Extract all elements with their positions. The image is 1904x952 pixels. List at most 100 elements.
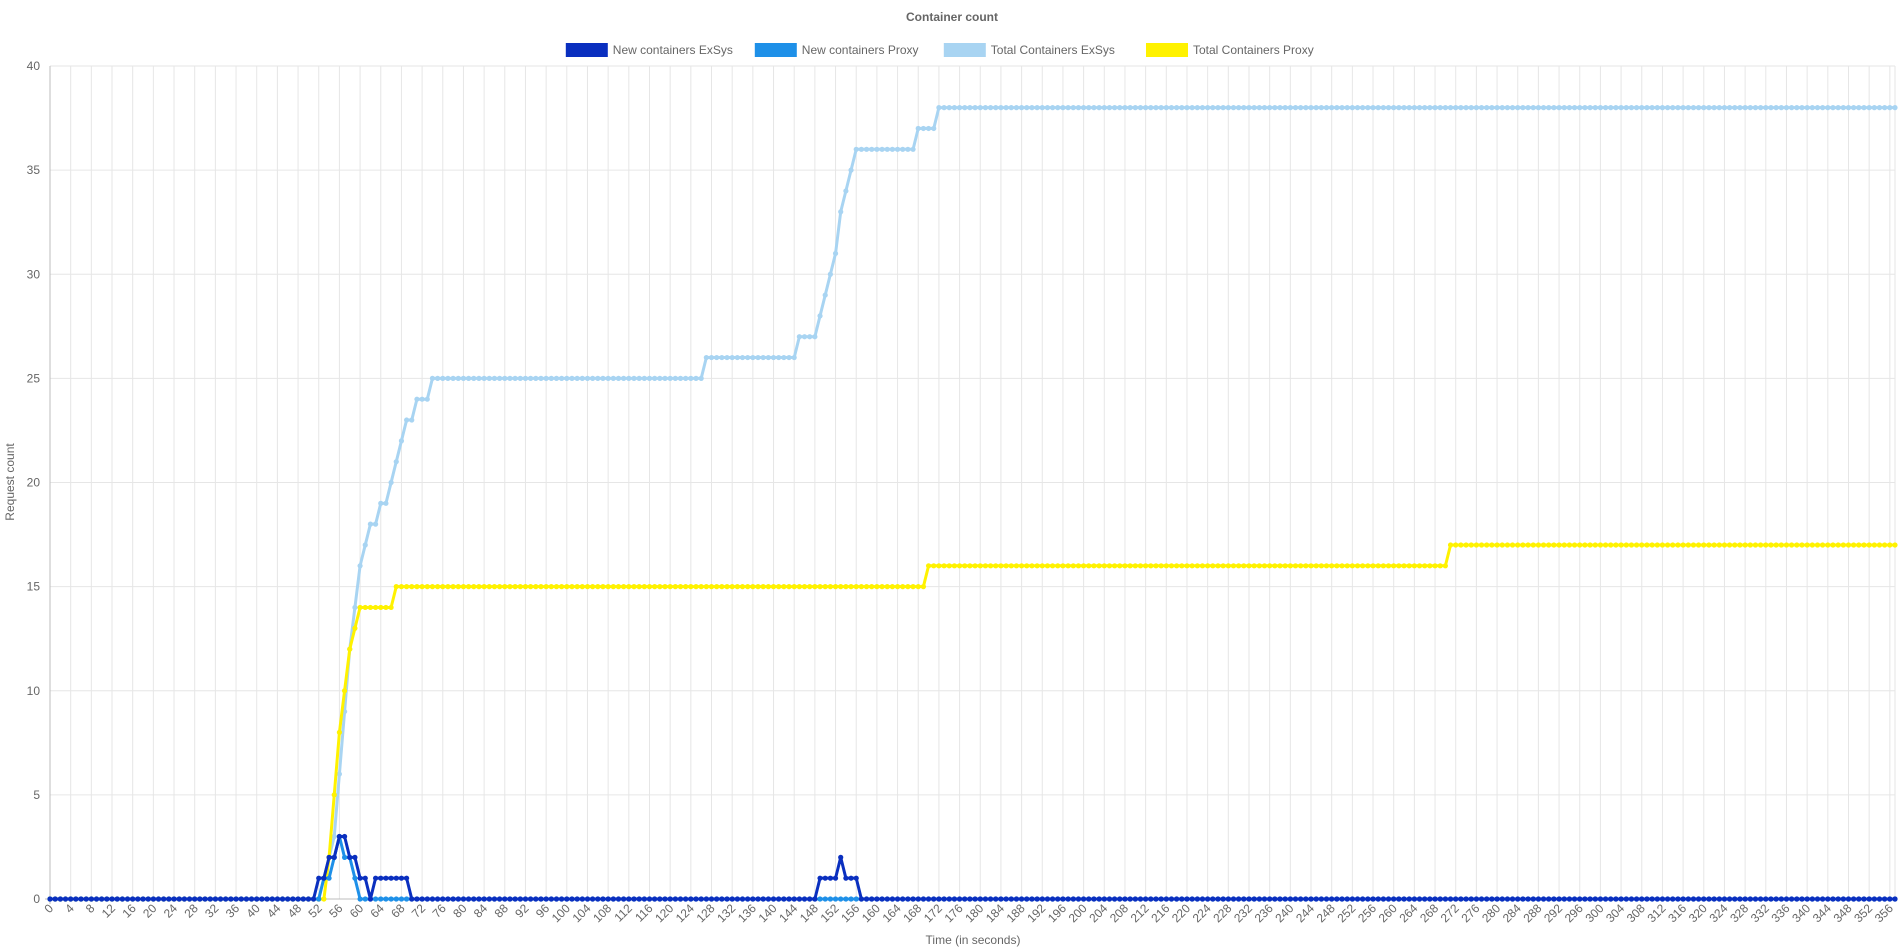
data-point xyxy=(879,896,884,901)
x-tick-label: 20 xyxy=(140,901,160,921)
data-point xyxy=(1091,896,1096,901)
x-tick-label: 180 xyxy=(962,901,986,925)
data-point xyxy=(1122,563,1127,568)
data-point xyxy=(621,584,626,589)
data-point xyxy=(983,896,988,901)
data-point xyxy=(735,896,740,901)
data-point xyxy=(750,584,755,589)
data-point xyxy=(693,896,698,901)
data-point xyxy=(1598,105,1603,110)
data-point xyxy=(1024,563,1029,568)
data-point xyxy=(1190,563,1195,568)
data-point xyxy=(1107,105,1112,110)
data-point xyxy=(895,584,900,589)
data-point xyxy=(1582,896,1587,901)
data-point xyxy=(1272,105,1277,110)
data-point xyxy=(1122,105,1127,110)
data-point xyxy=(1091,563,1096,568)
data-point xyxy=(1639,542,1644,547)
data-point xyxy=(1768,542,1773,547)
data-point xyxy=(1825,896,1830,901)
data-point xyxy=(1551,105,1556,110)
data-point xyxy=(978,896,983,901)
data-point xyxy=(1458,542,1463,547)
data-point xyxy=(1753,542,1758,547)
data-point xyxy=(823,584,828,589)
data-point xyxy=(1081,105,1086,110)
data-point xyxy=(1029,563,1034,568)
data-point xyxy=(125,896,130,901)
data-point xyxy=(383,501,388,506)
data-point xyxy=(1830,896,1835,901)
data-point xyxy=(1102,896,1107,901)
data-point xyxy=(378,896,383,901)
data-point xyxy=(1236,896,1241,901)
legend-item[interactable]: New containers Proxy xyxy=(755,43,919,57)
data-point xyxy=(1670,105,1675,110)
y-tick-label: 0 xyxy=(33,892,40,906)
x-tick-label: 44 xyxy=(264,901,284,921)
data-point xyxy=(1148,105,1153,110)
data-point xyxy=(761,896,766,901)
data-point xyxy=(1407,563,1412,568)
data-point xyxy=(699,896,704,901)
data-point xyxy=(802,584,807,589)
data-point xyxy=(1660,896,1665,901)
data-point xyxy=(528,896,533,901)
data-point xyxy=(1727,105,1732,110)
data-point xyxy=(1169,563,1174,568)
data-point xyxy=(957,105,962,110)
x-tick-label: 304 xyxy=(1603,901,1627,925)
data-point xyxy=(1494,896,1499,901)
data-point xyxy=(1190,896,1195,901)
data-point xyxy=(1474,105,1479,110)
data-point xyxy=(89,896,94,901)
data-point xyxy=(833,876,838,881)
data-point xyxy=(1128,563,1133,568)
data-point xyxy=(869,584,874,589)
data-point xyxy=(1810,542,1815,547)
data-point xyxy=(78,896,83,901)
data-point xyxy=(99,896,104,901)
data-point xyxy=(838,855,843,860)
legend-item[interactable]: Total Containers ExSys xyxy=(944,43,1115,57)
data-point xyxy=(497,896,502,901)
data-point xyxy=(1236,563,1241,568)
data-point xyxy=(1148,896,1153,901)
data-point xyxy=(926,563,931,568)
data-point xyxy=(967,105,972,110)
data-point xyxy=(947,105,952,110)
data-point xyxy=(812,896,817,901)
data-point xyxy=(1841,105,1846,110)
data-point xyxy=(1882,542,1887,547)
data-point xyxy=(1882,105,1887,110)
data-point xyxy=(554,896,559,901)
data-point xyxy=(1066,563,1071,568)
data-point xyxy=(1696,896,1701,901)
data-point xyxy=(1427,896,1432,901)
data-point xyxy=(1035,563,1040,568)
legend-item[interactable]: Total Containers Proxy xyxy=(1146,43,1314,57)
data-point xyxy=(1164,896,1169,901)
data-point xyxy=(1872,896,1877,901)
data-point xyxy=(1701,105,1706,110)
data-point xyxy=(688,584,693,589)
data-point xyxy=(1081,896,1086,901)
data-point xyxy=(1417,563,1422,568)
x-tick-label: 48 xyxy=(285,901,305,921)
data-point xyxy=(482,896,487,901)
data-point xyxy=(941,105,946,110)
y-gridlines xyxy=(50,66,1895,899)
data-point xyxy=(1510,896,1515,901)
data-point xyxy=(1675,896,1680,901)
data-point xyxy=(1190,105,1195,110)
x-tick-label: 136 xyxy=(735,901,759,925)
data-point xyxy=(68,896,73,901)
data-point xyxy=(1391,563,1396,568)
data-point xyxy=(714,355,719,360)
data-point xyxy=(1324,563,1329,568)
data-point xyxy=(1624,542,1629,547)
legend-item[interactable]: New containers ExSys xyxy=(566,43,733,57)
data-point xyxy=(776,896,781,901)
data-point xyxy=(900,896,905,901)
